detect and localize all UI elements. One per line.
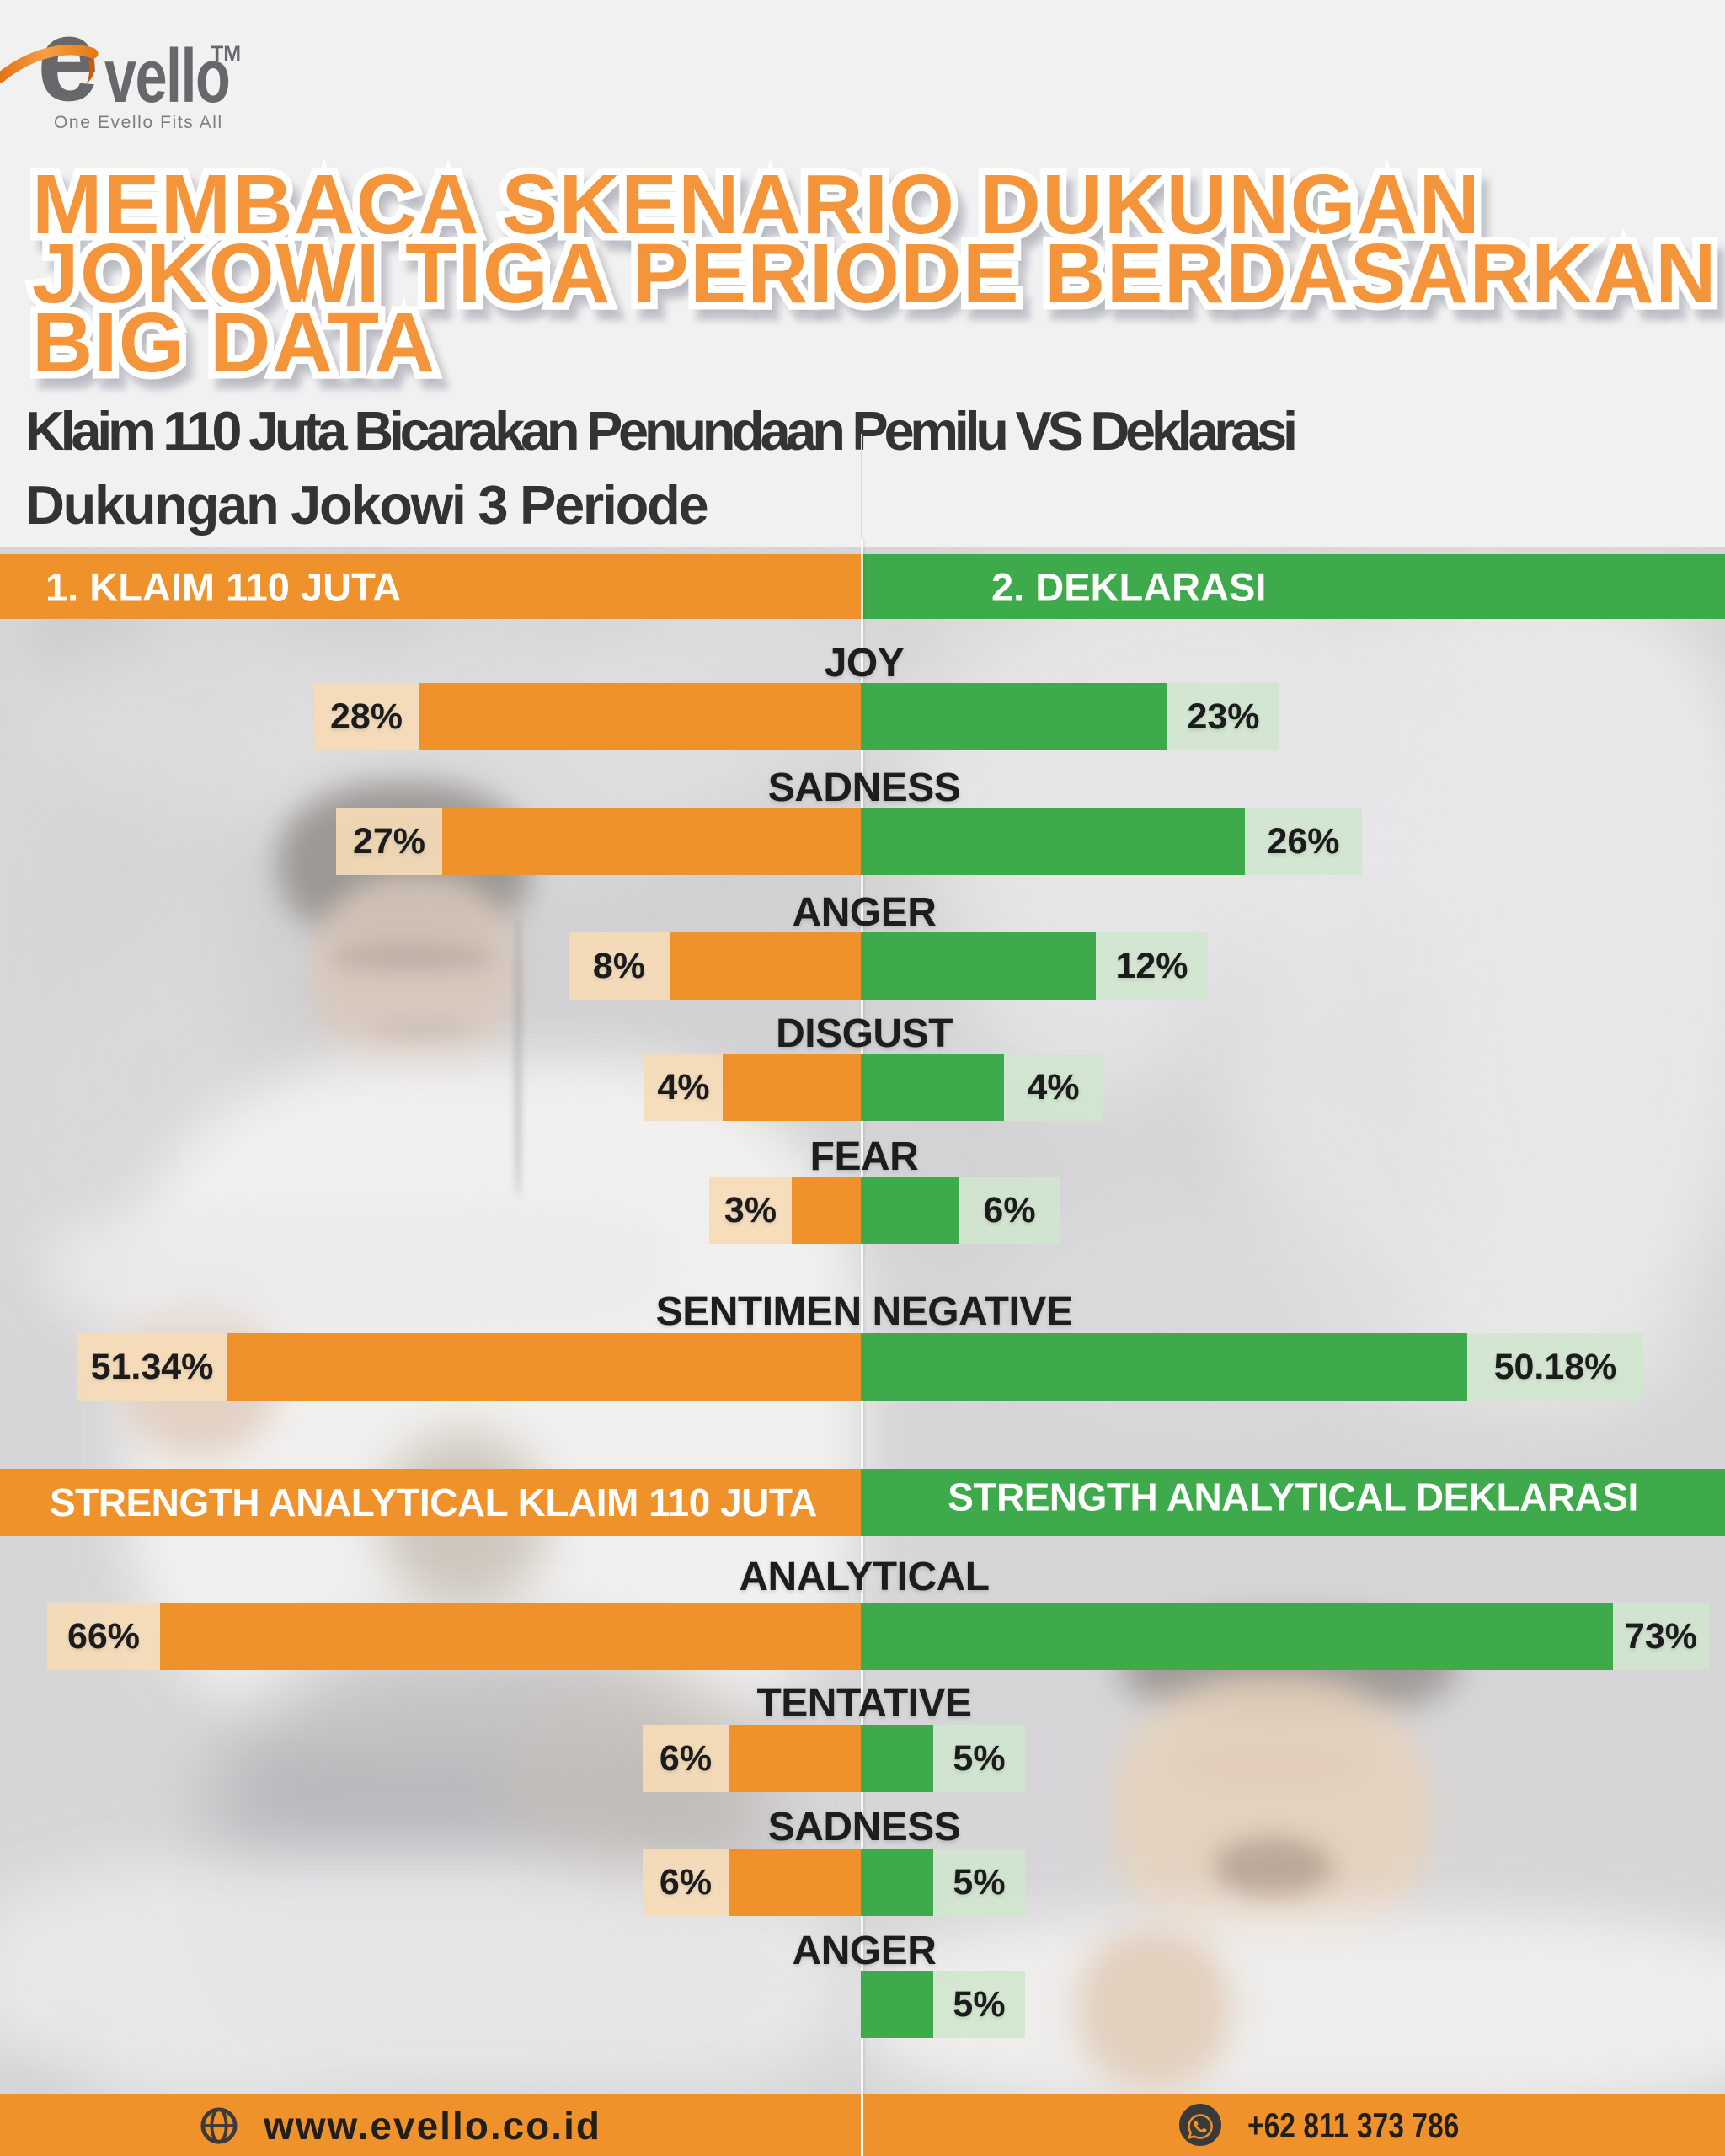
svg-text:vello: vello bbox=[104, 34, 229, 118]
svg-text:e: e bbox=[37, 0, 96, 125]
svg-text:TM: TM bbox=[211, 42, 241, 66]
